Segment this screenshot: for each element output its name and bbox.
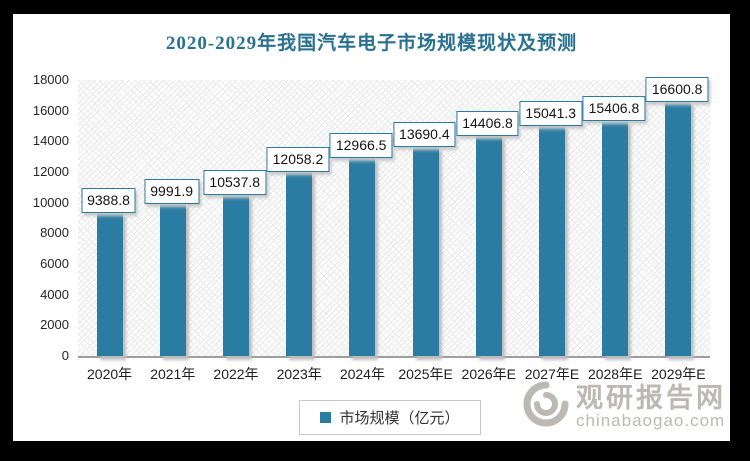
bar-group: 16600.8 2029年E <box>645 77 710 382</box>
bar <box>349 157 376 356</box>
plot-area: 9388.8 2020年 9991.9 2021年 10537.8 2022年 12058.… <box>78 77 710 382</box>
y-tick-label: 14000 <box>32 133 69 149</box>
bar-group: 9991.9 2021年 <box>141 80 204 382</box>
y-tick-label: 0 <box>61 348 69 363</box>
bar-group: 9388.8 2020年 <box>78 80 141 382</box>
x-tick-label: 2029年E <box>651 366 706 382</box>
bar <box>538 125 565 356</box>
y-axis: 18000 16000 14000 12000 10000 8000 6000 4000 200… <box>13 14 71 441</box>
bar <box>222 194 249 356</box>
bar-group: 10537.8 2022年 <box>203 80 267 382</box>
x-tick-label: 2028年E <box>587 366 643 382</box>
bar-group: 14406.8 2026年E <box>456 80 520 382</box>
bar-value-label: 16600.8 <box>645 77 709 102</box>
bar-value-label: 13690.4 <box>393 122 456 147</box>
watermark-logo-icon <box>522 380 570 433</box>
y-tick-label: 12000 <box>32 164 69 179</box>
watermark-url: chinabaogao.com <box>576 410 726 430</box>
bar-value-label: 12966.5 <box>329 133 393 158</box>
bar-value-label: 14406.8 <box>456 111 519 136</box>
x-tick-label: 2027年E <box>524 366 580 382</box>
chart-canvas: 2020-2029年我国汽车电子市场规模现状及预测 18000 16000 1400… <box>13 14 730 441</box>
bar-group: 13690.4 2025年E <box>393 80 457 382</box>
legend-label: 市场规模（亿元） <box>339 410 460 427</box>
x-tick-label: 2026年E <box>461 366 517 382</box>
bar <box>602 120 629 356</box>
chart-title: 2020-2029年我国汽车电子市场规模现状及预测 <box>165 33 578 54</box>
y-tick-label: 4000 <box>40 286 69 302</box>
bar <box>96 212 123 356</box>
x-tick-label: 2020年 <box>87 366 133 382</box>
y-tick-label: 10000 <box>32 194 69 210</box>
bar <box>412 146 439 356</box>
bar <box>475 135 502 356</box>
bar-group: 12058.2 2023年 <box>266 80 331 382</box>
x-tick-label: 2021年 <box>150 366 196 382</box>
bar-value-label: 9388.8 <box>81 188 136 213</box>
bar-group: 12966.5 2024年 <box>329 80 394 382</box>
x-tick-label: 2024年 <box>339 366 385 382</box>
bar-value-label: 15041.3 <box>519 101 583 126</box>
y-tick-label: 18000 <box>32 72 69 87</box>
bar-group: 15406.8 2028年E <box>582 80 647 382</box>
bar-value-label: 9991.9 <box>144 179 200 204</box>
y-tick-label: 6000 <box>40 256 69 271</box>
x-tick-label: 2023年 <box>276 366 322 382</box>
bar <box>286 171 313 356</box>
watermark-name: 观研报告网 <box>576 382 726 413</box>
y-tick-label: 8000 <box>40 225 69 241</box>
bar-group: 15041.3 2027年E <box>519 80 583 382</box>
y-tick-label: 2000 <box>40 317 69 333</box>
bar-value-label: 15406.8 <box>582 96 646 121</box>
bar-value-label: 10537.8 <box>203 170 267 195</box>
bar-value-label: 12058.2 <box>266 147 330 172</box>
y-tick-label: 16000 <box>32 102 69 118</box>
legend-marker <box>319 412 331 423</box>
x-tick-label: 2025年E <box>398 366 453 382</box>
bar <box>665 101 692 356</box>
legend: 市场规模（亿元） <box>298 400 481 435</box>
x-tick-label: 2022年 <box>213 366 259 382</box>
bar <box>159 203 186 356</box>
watermark: 观研报告网 chinabaogao.com <box>522 380 726 433</box>
